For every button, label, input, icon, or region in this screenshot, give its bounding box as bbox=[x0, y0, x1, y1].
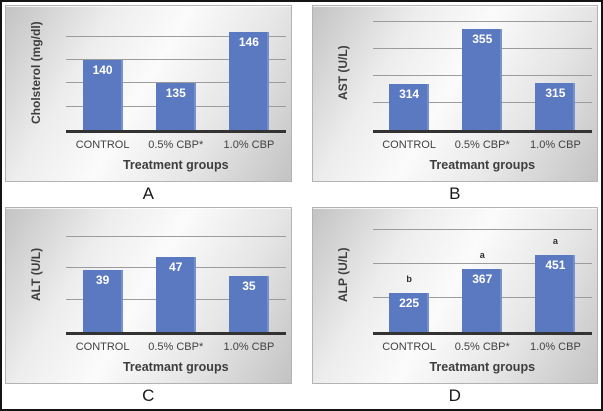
gridline bbox=[66, 35, 286, 37]
category-axis: CONTROL 0.5% CBP* 1.0% CBP bbox=[66, 341, 286, 353]
bar: 35 bbox=[228, 276, 269, 332]
plot-area: 140 135 146 bbox=[66, 18, 286, 133]
plot-area: 39 47 35 bbox=[66, 220, 286, 335]
category-label: 1.0% CBP bbox=[223, 139, 275, 151]
significance-letter: b bbox=[406, 274, 412, 285]
category-axis: CONTROL 0.5% CBP* 1.0% CBP bbox=[66, 139, 286, 151]
x-axis-title: Treatmant groups bbox=[429, 359, 536, 374]
category-label: 1.0% CBP bbox=[530, 139, 581, 151]
panel-label-b: B bbox=[449, 184, 461, 204]
bar-value-label: 135 bbox=[165, 86, 186, 101]
category-label: 1.0% CBP bbox=[223, 340, 275, 353]
category-label: CONTROL bbox=[75, 139, 130, 151]
gridline bbox=[372, 262, 592, 264]
bar-value-label: 146 bbox=[238, 35, 259, 49]
bar: 314 bbox=[389, 84, 430, 130]
bar: 315 bbox=[535, 82, 576, 130]
bar-value-label: 315 bbox=[545, 85, 566, 100]
bar: 451 a bbox=[535, 236, 576, 332]
bar-value-label: 140 bbox=[92, 63, 113, 77]
bar-value-label: 39 bbox=[95, 272, 110, 287]
significance-letter: a bbox=[552, 235, 558, 246]
category-label: CONTROL bbox=[382, 340, 436, 353]
category-label: 0.5% CBP* bbox=[454, 340, 510, 353]
bar: 47 bbox=[155, 257, 196, 332]
bar-value-label: 47 bbox=[169, 260, 183, 275]
chart-area-a: Cholsterol (mg/dl) 140 135 146 CONTROL 0.5%… bbox=[5, 5, 292, 182]
bar-value-label: 367 bbox=[472, 272, 493, 287]
panel-label-d: D bbox=[448, 385, 461, 405]
chart-area-d: ALP (U/L) 225 b 367 a 451 a CONTROL 0.5% CBP* 1… bbox=[311, 206, 598, 384]
bar-value-label: 225 bbox=[399, 296, 420, 311]
bar: 225 b bbox=[389, 274, 430, 332]
category-label: 0.5% CBP* bbox=[148, 139, 204, 151]
gridline bbox=[372, 21, 592, 23]
x-axis-title: Treatmant groups bbox=[122, 359, 229, 374]
category-label: 0.5% CBP* bbox=[148, 340, 204, 353]
plot-area: 314 355 315 bbox=[372, 18, 592, 133]
chart-panel-b: AST (U/L) 314 355 315 CONTROL 0.5% CBP* 1.0%… bbox=[311, 5, 598, 205]
bar-value-label: 355 bbox=[472, 31, 493, 46]
category-label: 0.5% CBP* bbox=[454, 139, 510, 151]
category-label: CONTROL bbox=[75, 340, 130, 353]
category-label: CONTROL bbox=[382, 139, 436, 151]
bar-value-label: 451 bbox=[545, 257, 566, 272]
chart-area-b: AST (U/L) 314 355 315 CONTROL 0.5% CBP* 1.0%… bbox=[311, 5, 598, 182]
x-axis-title: Treatment groups bbox=[122, 158, 229, 172]
y-axis-title: AST (U/L) bbox=[335, 45, 350, 100]
gridline bbox=[66, 235, 286, 237]
chart-area-c: ALT (U/L) 39 47 35 CONTROL 0.5% CBP* 1.0% CB… bbox=[5, 206, 292, 384]
bar: 355 bbox=[462, 28, 503, 130]
y-axis-title: ALP (U/L) bbox=[335, 246, 350, 302]
y-axis-title: Cholsterol (mg/dl) bbox=[29, 21, 43, 124]
gridline bbox=[66, 59, 286, 60]
category-axis: CONTROL 0.5% CBP* 1.0% CBP bbox=[373, 341, 593, 353]
chart-panel-c: ALT (U/L) 39 47 35 CONTROL 0.5% CBP* 1.0% CB… bbox=[5, 206, 292, 407]
bar-value-label: 314 bbox=[399, 87, 420, 102]
plot-area: 225 b 367 a 451 a bbox=[372, 220, 592, 335]
gridline bbox=[66, 82, 286, 84]
x-axis-title: Treatmant groups bbox=[429, 158, 536, 172]
bar: 140 bbox=[82, 60, 123, 130]
significance-letter: a bbox=[479, 250, 485, 261]
category-label: 1.0% CBP bbox=[530, 340, 581, 353]
chart-panel-d: ALP (U/L) 225 b 367 a 451 a CONTROL 0.5% CBP* 1… bbox=[311, 206, 598, 407]
gridline bbox=[372, 228, 592, 230]
bar: 39 bbox=[82, 269, 123, 332]
category-axis: CONTROL 0.5% CBP* 1.0% CBP bbox=[373, 139, 593, 151]
bar: 367 a bbox=[462, 250, 503, 332]
bar: 146 bbox=[228, 32, 269, 130]
bar: 135 bbox=[155, 83, 196, 130]
panel-label-c: C bbox=[142, 385, 155, 405]
bar-value-label: 35 bbox=[242, 279, 256, 294]
y-axis-title: ALT (U/L) bbox=[29, 247, 43, 301]
panel-label-a: A bbox=[142, 184, 154, 204]
chart-panel-a: Cholsterol (mg/dl) 140 135 146 CONTROL 0.5%… bbox=[5, 5, 292, 205]
